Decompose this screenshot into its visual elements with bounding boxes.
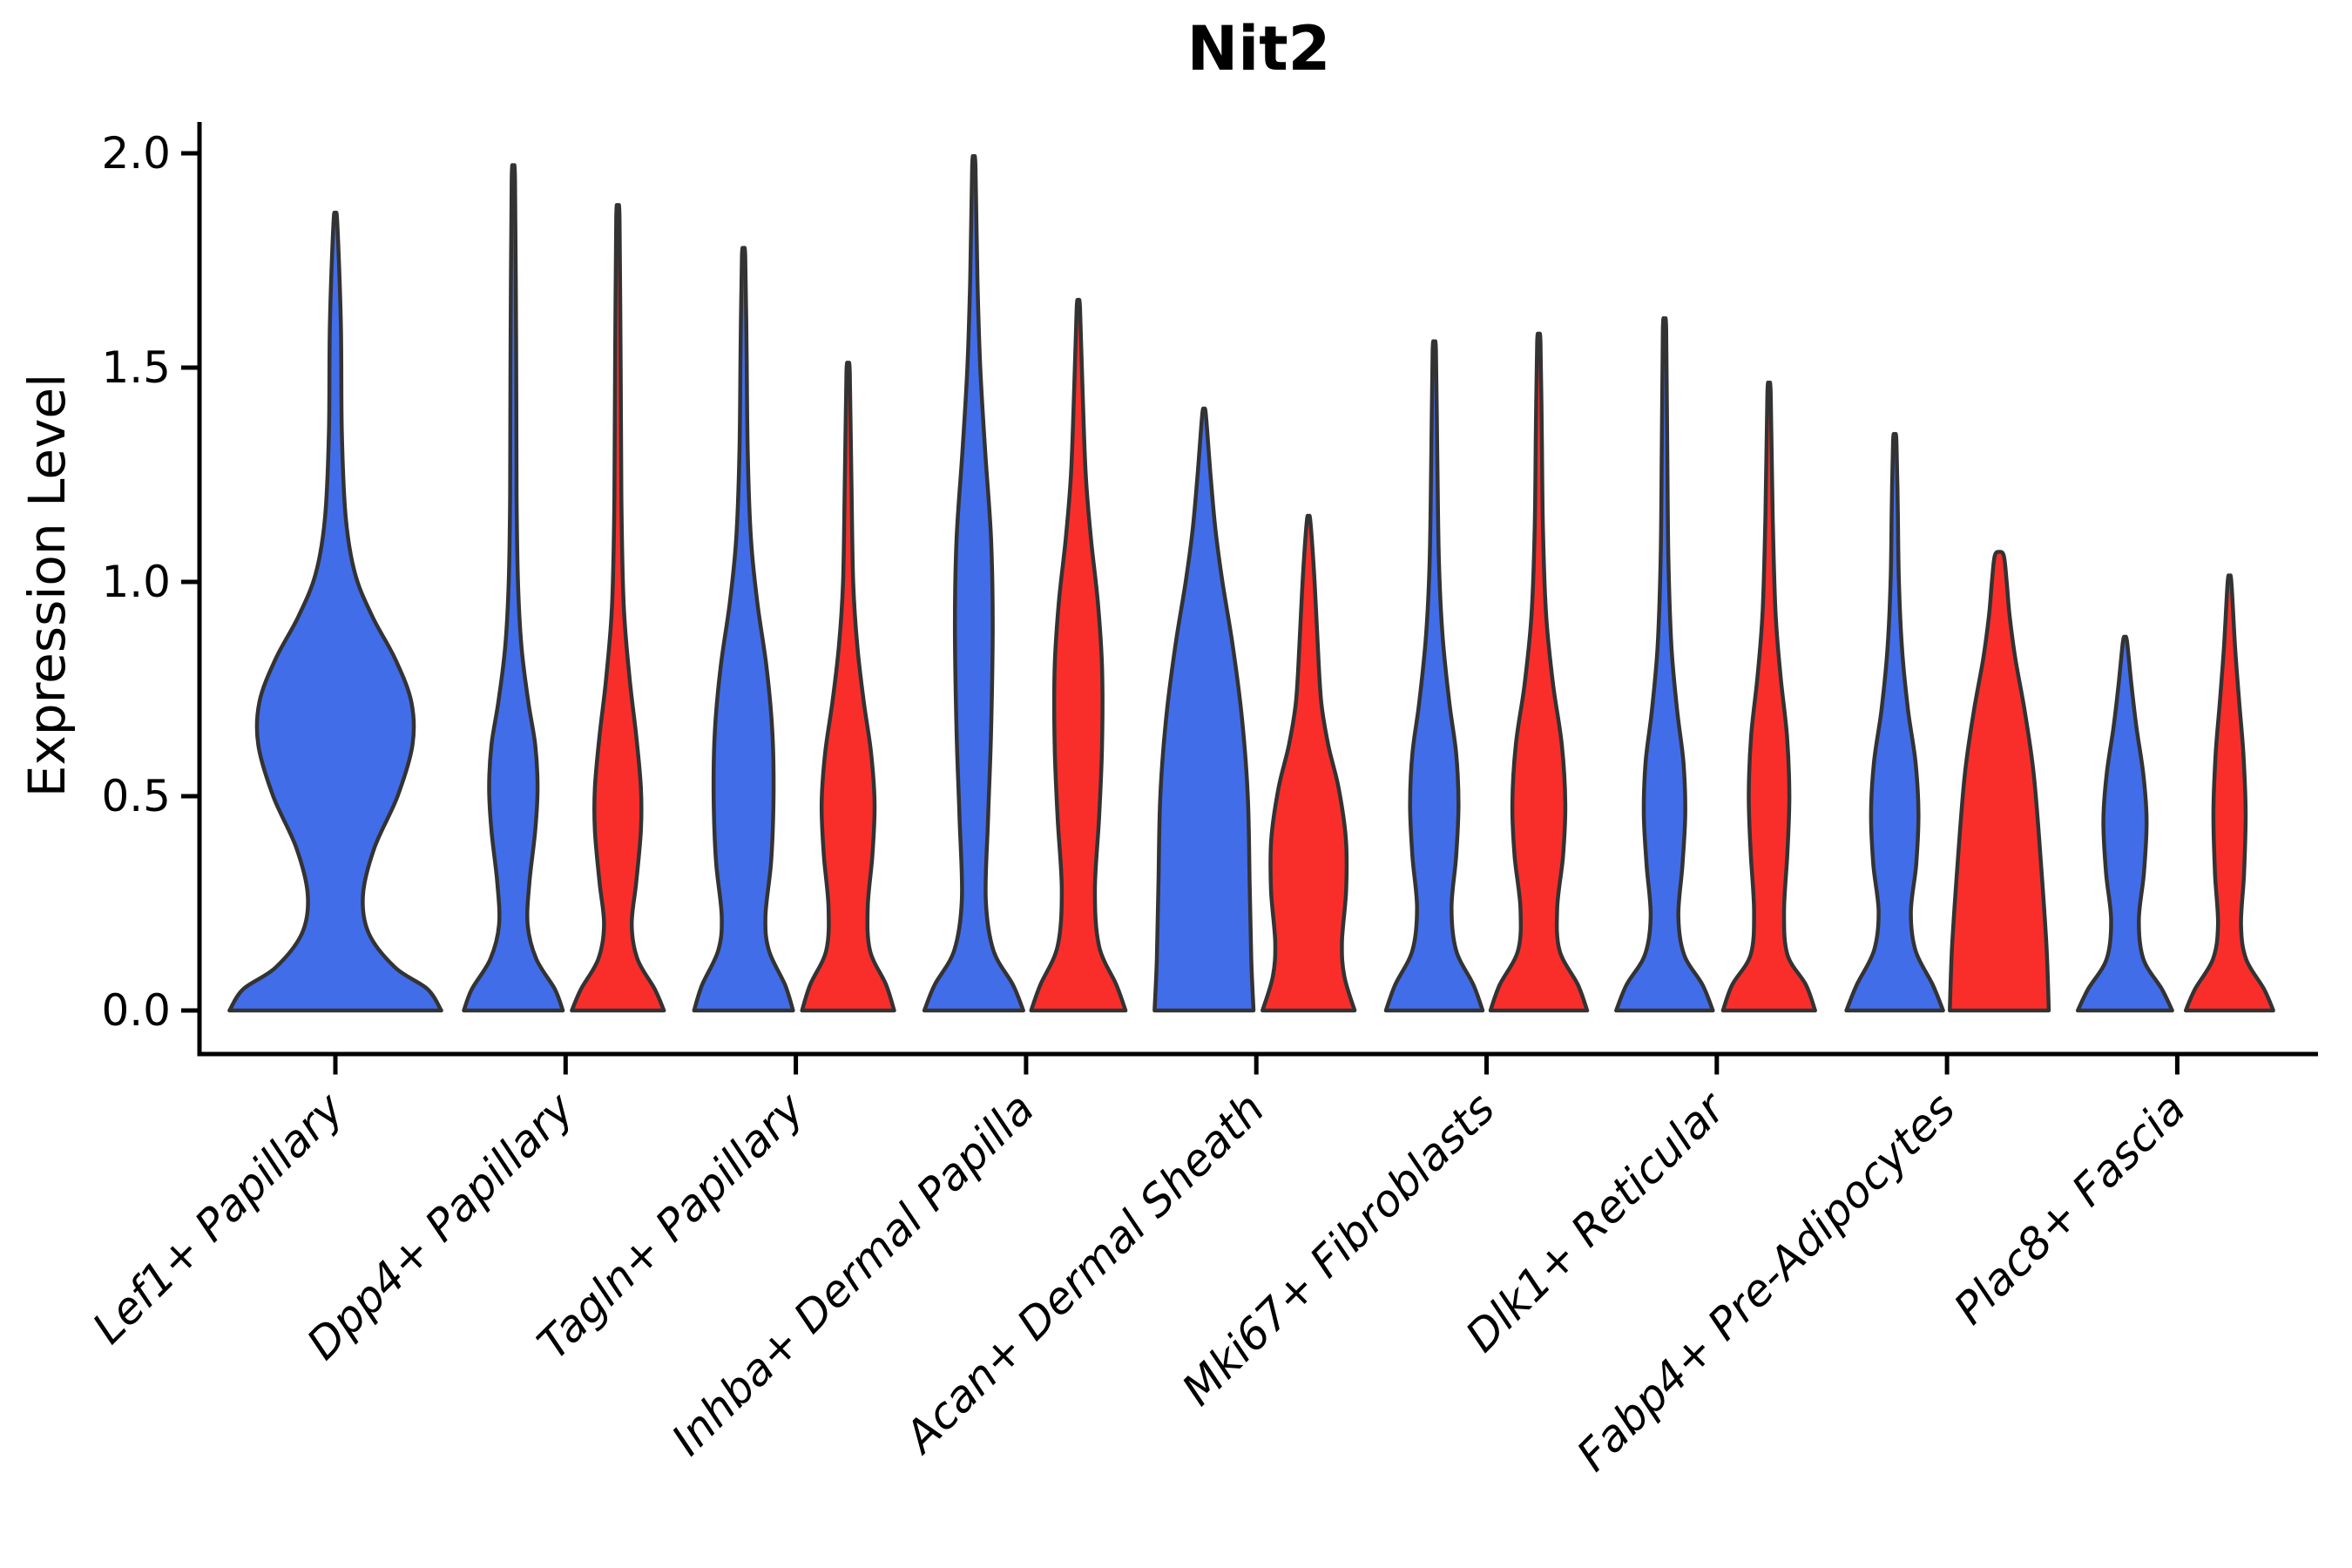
x-tick-1 (563, 1056, 568, 1075)
x-tick-3 (1024, 1056, 1029, 1075)
x-tick-5 (1484, 1056, 1489, 1075)
y-tick-2 (181, 579, 199, 585)
violins-layer (227, 153, 2275, 1013)
y-tick-label-2: 1.0 (101, 557, 171, 607)
y-axis-label: Expression Level (17, 374, 77, 797)
y-tick-0 (181, 1008, 199, 1013)
violin-3-red (1029, 298, 1128, 1013)
y-axis-spine (197, 122, 202, 1057)
violin-2-red (800, 361, 896, 1013)
x-tick-8 (2174, 1056, 2180, 1075)
violin-5-blue (1383, 339, 1485, 1013)
y-tick-label-1: 0.5 (101, 771, 171, 821)
y-tick-4 (181, 151, 199, 156)
y-tick-3 (181, 365, 199, 370)
y-tick-label-3: 1.5 (101, 342, 171, 393)
violin-4-blue (1152, 406, 1256, 1013)
violin-7-blue (1844, 431, 1945, 1013)
x-tick-6 (1714, 1056, 1720, 1075)
violin-1-red (570, 203, 666, 1013)
violin-5-red (1488, 331, 1590, 1013)
violin-7-red (1948, 550, 2051, 1013)
y-tick-label-4: 2.0 (101, 128, 171, 179)
x-tick-7 (1944, 1056, 1950, 1075)
violin-6-red (1720, 380, 1817, 1013)
violin-2-blue (692, 246, 795, 1013)
x-tick-label-7: Fabp4+ Pre-Adipocytes (1567, 1083, 1965, 1481)
violin-6-blue (1614, 316, 1715, 1013)
violin-3-blue (922, 153, 1025, 1013)
x-tick-label-8: Plac8+ Fascia (1944, 1083, 2195, 1334)
x-tick-2 (794, 1056, 799, 1075)
axes-layer (181, 122, 2318, 1075)
x-axis-spine (197, 1051, 2318, 1057)
x-tick-4 (1254, 1056, 1259, 1075)
violin-0-blue (227, 210, 443, 1013)
violin-8-red (2183, 573, 2275, 1013)
chart-title: Nit2 (1187, 13, 1331, 84)
x-tick-label-3: Inhba+ Dermal Papilla (662, 1083, 1044, 1464)
x-tick-label-0: Lef1+ Papillary (83, 1082, 354, 1353)
violin-4-red (1260, 513, 1357, 1013)
violin-8-blue (2075, 634, 2174, 1013)
x-tick-0 (333, 1056, 338, 1075)
violin-1-blue (462, 163, 565, 1013)
y-tick-1 (181, 794, 199, 799)
y-tick-label-0: 0.0 (101, 985, 171, 1036)
